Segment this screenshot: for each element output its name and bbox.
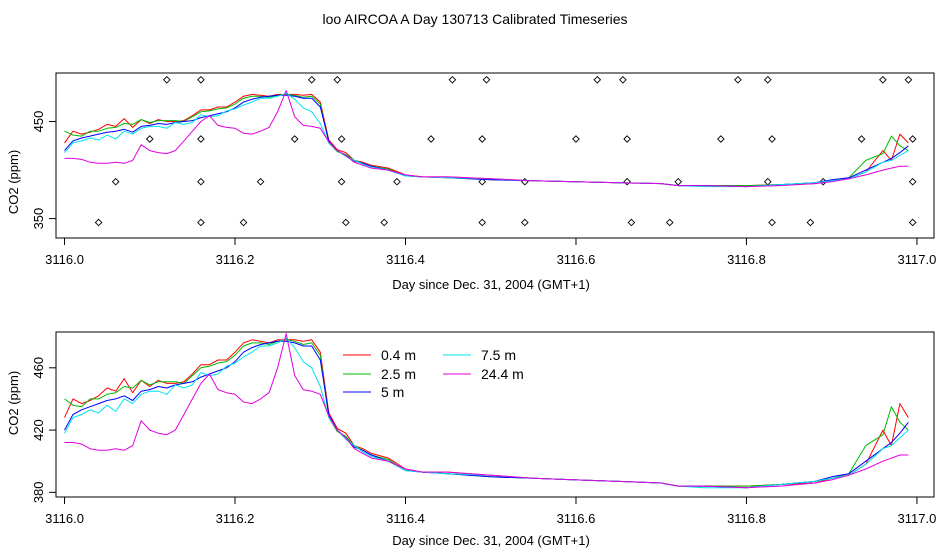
sample-marker: [197, 218, 205, 227]
sample-marker: [145, 135, 154, 143]
x-tick-label: 3116.2: [216, 511, 255, 526]
sample-marker: [627, 218, 636, 227]
x-tick-label: 3116.2: [216, 252, 255, 267]
x-tick-label: 3116.4: [386, 252, 425, 267]
sample-marker: [111, 177, 120, 186]
sample-marker: [197, 75, 205, 84]
y-tick-label: 460: [31, 357, 46, 379]
sample-marker: [478, 135, 487, 143]
legend-label: 7.5 m: [481, 347, 516, 363]
sample-marker: [341, 218, 350, 227]
sample-marker: [290, 135, 299, 143]
sample-marker: [768, 135, 776, 143]
x-tick-label: 3116.6: [557, 511, 596, 526]
sample-marker: [239, 218, 248, 227]
legend: 0.4 m 2.5 m 5 m 7.5 m 24.4 m: [343, 347, 524, 400]
sample-marker: [162, 75, 171, 84]
figure-title: loo AIRCOA A Day 130713 Calibrated Times…: [322, 11, 628, 27]
sample-marker: [307, 75, 316, 84]
sample-marker: [478, 218, 487, 227]
sample-marker: [665, 218, 674, 227]
sample-marker: [763, 75, 772, 84]
sample-marker: [908, 218, 917, 227]
sample-marker: [520, 177, 529, 186]
sample-marker: [623, 135, 631, 143]
sample-marker: [197, 135, 205, 143]
series-line-7-5-m-m-panel-2: [64, 337, 909, 489]
legend-label: 0.4 m: [381, 347, 416, 363]
sample-marker: [879, 75, 887, 84]
y-tick-label: 420: [31, 419, 46, 441]
series-lines-1: [64, 90, 909, 188]
series-line-5-m-m-panel-2: [64, 340, 909, 489]
sample-marker: [674, 177, 683, 186]
sample-marker: [768, 218, 776, 227]
sample-marker: [393, 177, 401, 186]
sample-marker: [380, 218, 389, 227]
plot-frame-1: [55, 72, 935, 239]
series-line-24-4-m-m-panel-2: [64, 333, 909, 489]
series-lines-2: [64, 333, 909, 489]
sample-marker: [94, 218, 103, 227]
sample-marker: [717, 135, 725, 143]
panel-2: CO2 (ppm) Day since Dec. 31, 2004 (GMT+1…: [6, 331, 936, 548]
sample-marker: [197, 177, 205, 186]
y-tick-label: 380: [31, 481, 46, 503]
sample-marker: [427, 135, 435, 143]
sample-marker: [904, 75, 913, 84]
sample-marker: [520, 218, 529, 227]
sample-marker: [908, 177, 917, 186]
y-tick-label: 450: [31, 111, 46, 133]
x-tick-label: 3116.8: [727, 511, 766, 526]
plot-frame-2: [55, 331, 935, 498]
x-tick-label: 3116.0: [45, 511, 84, 526]
sample-marker: [593, 75, 602, 84]
x-axis-label-1: Day since Dec. 31, 2004 (GMT+1): [392, 277, 590, 292]
sample-marker: [448, 75, 457, 84]
sample-marker: [337, 177, 346, 186]
x-axis-label-2: Day since Dec. 31, 2004 (GMT+1): [392, 533, 590, 548]
sample-marker: [619, 75, 627, 84]
sample-marker: [763, 177, 772, 186]
sample-marker: [482, 75, 491, 84]
sample-marker: [908, 135, 917, 143]
sample-markers: [94, 75, 917, 227]
x-tick-label: 3116.6: [557, 252, 596, 267]
x-tick-label: 3116.4: [386, 511, 425, 526]
sample-marker: [256, 177, 265, 186]
axes-2: 3116.0 3116.2 3116.4 3116.6 3116.8 3117.0 380 4…: [31, 357, 936, 526]
x-tick-label: 3116.8: [727, 252, 766, 267]
sample-marker: [337, 135, 346, 143]
x-tick-label: 3117.0: [898, 511, 937, 526]
series-line-5-m-m-panel-1: [64, 94, 909, 188]
legend-label: 24.4 m: [481, 366, 524, 382]
x-tick-label: 3117.0: [898, 252, 937, 267]
series-line-2-5-m-m-panel-2: [64, 339, 909, 487]
sample-marker: [857, 135, 866, 143]
sample-marker: [572, 135, 580, 143]
y-axis-label-1: CO2 (ppm): [6, 150, 21, 214]
sample-marker: [806, 218, 815, 227]
series-line-24-4-m-m-panel-1: [64, 90, 909, 188]
sample-marker: [734, 75, 742, 84]
x-tick-label: 3116.0: [45, 252, 84, 267]
sample-marker: [478, 177, 487, 186]
axes-1: 3116.0 3116.2 3116.4 3116.6 3116.8 3117.0 350 4…: [31, 111, 936, 267]
legend-label: 5 m: [381, 384, 404, 400]
legend-label: 2.5 m: [381, 366, 416, 382]
series-line-0-4-m-m-panel-1: [64, 93, 909, 187]
panel-1: CO2 (ppm) Day since Dec. 31, 2004 (GMT+1…: [6, 72, 936, 292]
series-line-7-5-m-m-panel-1: [64, 92, 909, 188]
sample-marker: [333, 75, 342, 84]
y-axis-label-2: CO2 (ppm): [6, 371, 21, 435]
y-tick-label: 350: [31, 208, 46, 230]
series-line-2-5-m-m-panel-1: [64, 93, 909, 187]
sample-marker: [623, 177, 631, 186]
